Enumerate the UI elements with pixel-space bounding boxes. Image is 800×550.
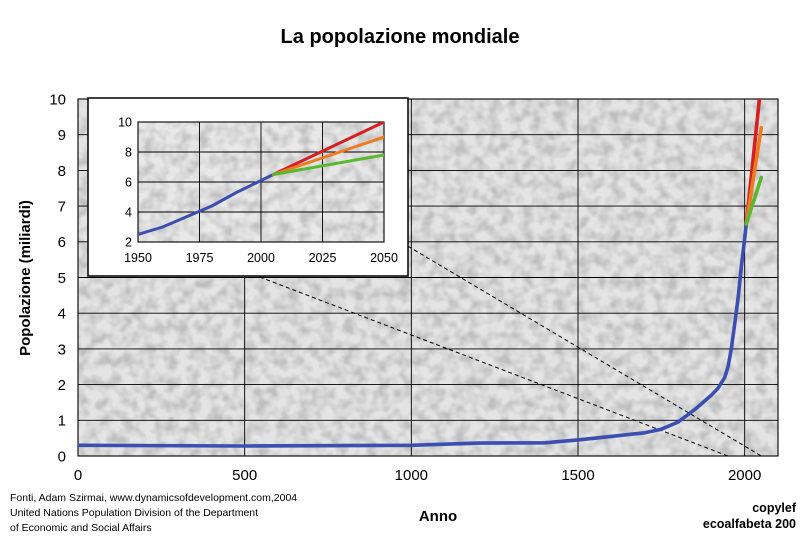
zoom-guide-line xyxy=(383,231,762,457)
x-tick-label: 2050 xyxy=(370,251,398,265)
y-tick-label: 2 xyxy=(125,236,132,250)
y-tick-label: 0 xyxy=(58,448,66,465)
copyleft-line: copylef xyxy=(752,501,796,515)
series-line xyxy=(138,173,275,236)
series-line xyxy=(744,175,764,226)
x-tick-label: 2000 xyxy=(728,467,761,484)
y-tick-label: 4 xyxy=(125,206,132,220)
x-tick-label: 1000 xyxy=(395,467,428,484)
x-tick-label: 1950 xyxy=(124,251,152,265)
y-tick-label: 6 xyxy=(125,176,132,190)
zoom-guide-lines xyxy=(141,231,762,457)
y-tick-label: 1 xyxy=(58,413,66,430)
copyleft-credit: copylef ecoalfabeta 200 xyxy=(703,500,796,532)
copyleft-line: ecoalfabeta 200 xyxy=(702,517,796,531)
x-tick-label: 1975 xyxy=(186,251,214,265)
inset-chart: 2 4 6 8 10 1950 1975 2000 2025 2050 xyxy=(87,97,409,277)
inset-tick-labels: 2 4 6 8 10 1950 1975 2000 2025 2050 xyxy=(118,116,398,266)
y-tick-label: 10 xyxy=(118,116,132,130)
x-tick-label: 500 xyxy=(232,467,257,484)
series-line xyxy=(271,135,384,176)
x-axis-label: Anno xyxy=(419,508,457,525)
chart-title: La popolazione mondiale xyxy=(280,26,520,48)
y-tick-label: 3 xyxy=(58,341,66,358)
y-tick-label: 10 xyxy=(49,91,66,108)
series-line xyxy=(744,125,764,226)
x-tick-label: 2025 xyxy=(309,251,337,265)
inset-grid xyxy=(137,121,385,243)
plot-frame xyxy=(77,98,779,457)
y-axis-label: Popolazione (miliardi) xyxy=(17,200,34,356)
y-tick-label: 7 xyxy=(58,199,66,216)
source-line: Fonti, Adam Szirmai, www.dynamicsofdevel… xyxy=(10,492,298,504)
source-line: of Economic and Social Affairs xyxy=(10,522,152,534)
y-tick-label: 9 xyxy=(58,127,66,144)
x-tick-label: 1500 xyxy=(561,467,594,484)
series-line xyxy=(78,222,749,448)
x-tick-label: 0 xyxy=(74,467,82,484)
source-line: United Nations Population Division of th… xyxy=(10,507,259,519)
source-note: Fonti, Adam Szirmai, www.dynamicsofdevel… xyxy=(10,491,297,536)
y-tick-label: 6 xyxy=(58,234,66,251)
y-tick-label: 8 xyxy=(125,146,132,160)
main-grid xyxy=(77,98,779,457)
y-tick-label: 4 xyxy=(58,306,66,323)
series-line xyxy=(271,122,384,176)
y-tick-label: 8 xyxy=(58,163,66,180)
x-tick-label: 2000 xyxy=(247,251,275,265)
y-tick-label: 2 xyxy=(58,377,66,394)
main-series xyxy=(78,99,764,448)
main-tick-labels: 0 1 2 3 4 5 6 7 8 9 10 0 500 1000 1500 2000 xyxy=(49,91,761,484)
series-line xyxy=(271,153,384,176)
inset-series xyxy=(138,122,384,236)
y-tick-label: 5 xyxy=(58,270,66,287)
plot-frame xyxy=(137,121,385,243)
